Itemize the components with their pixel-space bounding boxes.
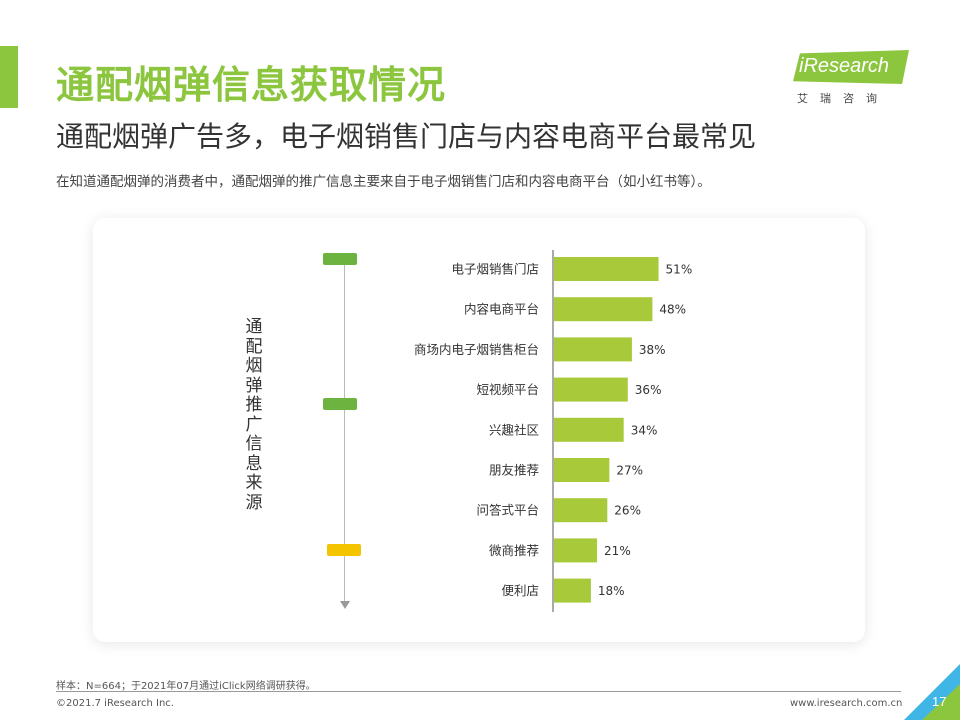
side-label: 通配烟弹推广信息来源 [245,317,263,513]
logo-mark [793,50,909,84]
value-label: 38% [639,343,666,357]
category-label: 微商推荐 [489,543,539,558]
bar-chart: 电子烟销售门店 51% 内容电商平台 48% 商场内电子烟销售柜台 38% 短视频平台 36%… [414,250,693,612]
value-label: 26% [614,504,641,518]
bar [554,458,610,482]
footer-copyright: ©2021.7 iResearch Inc. [56,698,174,709]
logo-text: iResearch [799,55,890,77]
iresearch-logo: iResearch 艾瑞咨询 [793,50,913,112]
footer-divider [56,691,901,692]
timeline-arrow-icon [340,601,350,609]
category-label: 内容电商平台 [464,302,539,317]
category-label: 问答式平台 [476,503,539,518]
bar [554,297,653,322]
page-subtitle: 通配烟弹广告多，电子烟销售门店与内容电商平台最常见 [56,120,757,153]
value-label: 21% [604,544,631,558]
value-label: 51% [666,263,693,277]
category-label: 短视频平台 [476,382,539,397]
bar [554,337,632,362]
category-label: 便利店 [501,583,539,598]
bar [554,578,591,603]
category-label: 商场内电子烟销售柜台 [414,342,539,357]
category-label: 朋友推荐 [489,463,539,478]
timeline-marker-top [323,253,357,265]
value-label: 27% [616,464,643,478]
bar [554,498,608,523]
bar [554,538,598,563]
chart-card [93,218,865,642]
value-label: 18% [598,584,625,598]
title-accent-bar [0,46,18,108]
value-label: 34% [631,423,658,437]
logo-cn-text: 艾瑞咨询 [797,92,889,105]
bar [554,417,624,442]
footer-url: www.iresearch.com.cn [790,698,903,709]
page-title: 通配烟弹信息获取情况 [56,63,447,107]
value-label: 48% [659,303,686,317]
value-label: 36% [635,383,662,397]
page-number: 17 [932,694,947,709]
timeline-marker-bottom [327,544,361,556]
category-label: 电子烟销售门店 [451,262,539,277]
category-label: 兴趣社区 [489,422,539,437]
corner-decoration [904,664,960,720]
timeline-axis [344,260,345,606]
bar [554,377,628,402]
timeline-marker-middle [323,398,357,410]
page-description: 在知道通配烟弹的消费者中，通配烟弹的推广信息主要来自于电子烟销售门店和内容电商平… [56,174,711,190]
bar [554,257,659,281]
footer-sample: 样本：N=664；于2021年07月通过iClick网络调研获得。 [56,681,316,692]
